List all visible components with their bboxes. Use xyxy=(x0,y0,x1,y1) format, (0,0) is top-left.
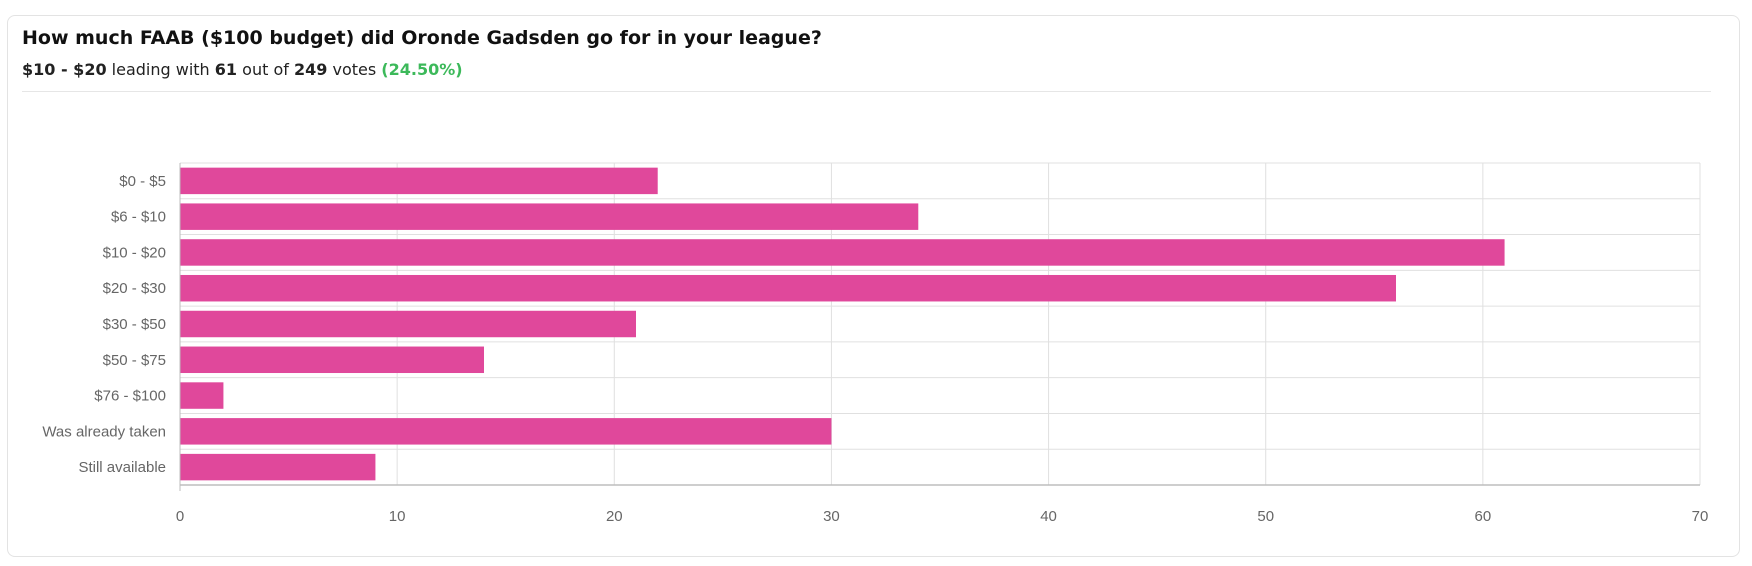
bar xyxy=(180,274,1396,302)
bar xyxy=(180,310,636,338)
y-category-label: $0 - $5 xyxy=(119,173,166,190)
leading-with-text: leading with xyxy=(111,60,210,79)
x-tick-label: 10 xyxy=(389,508,406,525)
leader-votes: 61 xyxy=(214,60,238,79)
x-tick-label: 50 xyxy=(1257,508,1274,525)
y-category-label: $10 - $20 xyxy=(103,244,166,261)
poll-question: How much FAAB ($100 budget) did Oronde G… xyxy=(22,27,822,49)
out-of-text: out of xyxy=(242,60,289,79)
bar xyxy=(180,382,224,409)
x-tick-label: 40 xyxy=(1040,508,1057,525)
y-category-label: Still available xyxy=(78,459,166,476)
header-divider xyxy=(22,91,1711,92)
y-category-label: $76 - $100 xyxy=(94,388,166,405)
y-category-label: $6 - $10 xyxy=(111,209,166,226)
leader-percent: (24.50%) xyxy=(381,60,463,79)
x-tick-label: 70 xyxy=(1692,508,1709,525)
y-category-label: $30 - $50 xyxy=(103,316,166,333)
y-category-label: Was already taken xyxy=(42,423,166,440)
bar xyxy=(180,167,658,195)
bar xyxy=(180,239,1505,266)
bar xyxy=(180,203,919,230)
total-votes: 249 xyxy=(293,60,328,79)
x-tick-label: 60 xyxy=(1475,508,1492,525)
bar xyxy=(180,418,832,445)
bar xyxy=(180,346,484,374)
y-category-label: $20 - $30 xyxy=(103,280,166,297)
x-tick-label: 0 xyxy=(176,508,184,525)
x-tick-label: 30 xyxy=(823,508,840,525)
x-tick-label: 20 xyxy=(606,508,623,525)
votes-text: votes xyxy=(332,60,377,79)
leader-option: $10 - $20 xyxy=(22,60,107,79)
poll-summary: $10 - $20 leading with 61 out of 249 vot… xyxy=(22,60,463,79)
bar xyxy=(180,453,376,481)
y-category-label: $50 - $75 xyxy=(103,352,166,369)
